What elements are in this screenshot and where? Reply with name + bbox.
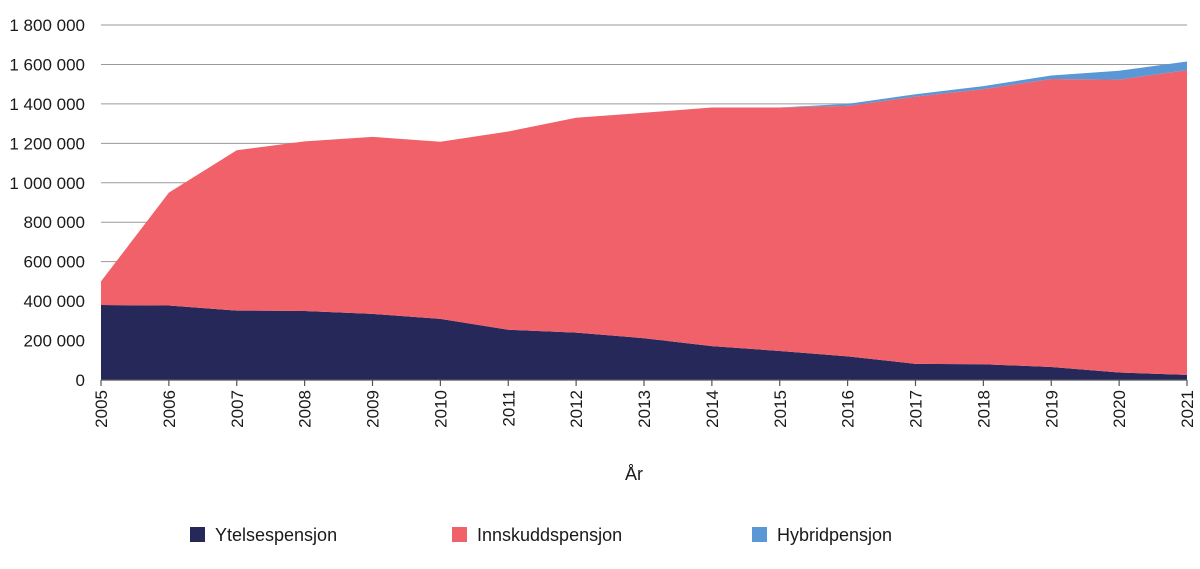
x-tick-label: 2019 [1042, 390, 1061, 428]
x-tick-label: 2016 [839, 390, 858, 428]
x-tick-labels: 2005 2006 2007 2008 2009 2010 2011 2012 2013 2014… [92, 390, 1197, 428]
legend-item-innskuddspensjon: Innskuddspensjon [452, 525, 622, 545]
y-tick-label: 1 000 000 [9, 174, 85, 193]
y-tick-label: 1 200 000 [9, 134, 85, 153]
x-tick-label: 2010 [431, 390, 450, 428]
y-tick-label: 0 [76, 371, 85, 390]
legend: Ytelsespensjon Innskuddspensjon Hybridpens… [190, 525, 892, 545]
legend-swatch [452, 527, 467, 542]
legend-item-ytelsespensjon: Ytelsespensjon [190, 525, 337, 545]
x-tick-label: 2015 [771, 390, 790, 428]
axes [100, 379, 1188, 386]
y-tick-label: 200 000 [24, 332, 85, 351]
area-innskuddspensjon [101, 70, 1187, 375]
x-tick-label: 2005 [92, 390, 111, 428]
x-tick-label: 2007 [228, 390, 247, 428]
x-tick-label: 2018 [974, 390, 993, 428]
area-ytelsespensjon [101, 305, 1187, 380]
y-tick-label: 1 800 000 [9, 16, 85, 35]
legend-label: Innskuddspensjon [477, 525, 622, 545]
x-tick-label: 2008 [296, 390, 315, 428]
y-tick-label: 1 600 000 [9, 55, 85, 74]
y-tick-label: 400 000 [24, 292, 85, 311]
y-tick-label: 800 000 [24, 213, 85, 232]
area-series [101, 61, 1187, 380]
legend-label: Ytelsespensjon [215, 525, 337, 545]
x-tick-label: 2006 [160, 390, 179, 428]
x-tick-label: 2012 [567, 390, 586, 428]
y-tick-label: 600 000 [24, 253, 85, 272]
x-axis-title: År [625, 464, 643, 484]
x-tick-label: 2020 [1110, 390, 1129, 428]
x-tick-label: 2014 [703, 390, 722, 428]
legend-label: Hybridpensjon [777, 525, 892, 545]
x-tick-label: 2011 [499, 390, 518, 427]
legend-swatch [752, 527, 767, 542]
x-tick-label: 2009 [364, 390, 383, 428]
x-tick-label: 2017 [907, 390, 926, 428]
y-tick-labels: 0 200 000 400 000 600 000 800 000 1 000 000 1 … [9, 16, 85, 390]
y-tick-label: 1 400 000 [9, 95, 85, 114]
legend-swatch [190, 527, 205, 542]
x-tick-label: 2021 [1178, 390, 1197, 428]
legend-item-hybridpensjon: Hybridpensjon [752, 525, 892, 545]
x-tick-label: 2013 [635, 390, 654, 428]
